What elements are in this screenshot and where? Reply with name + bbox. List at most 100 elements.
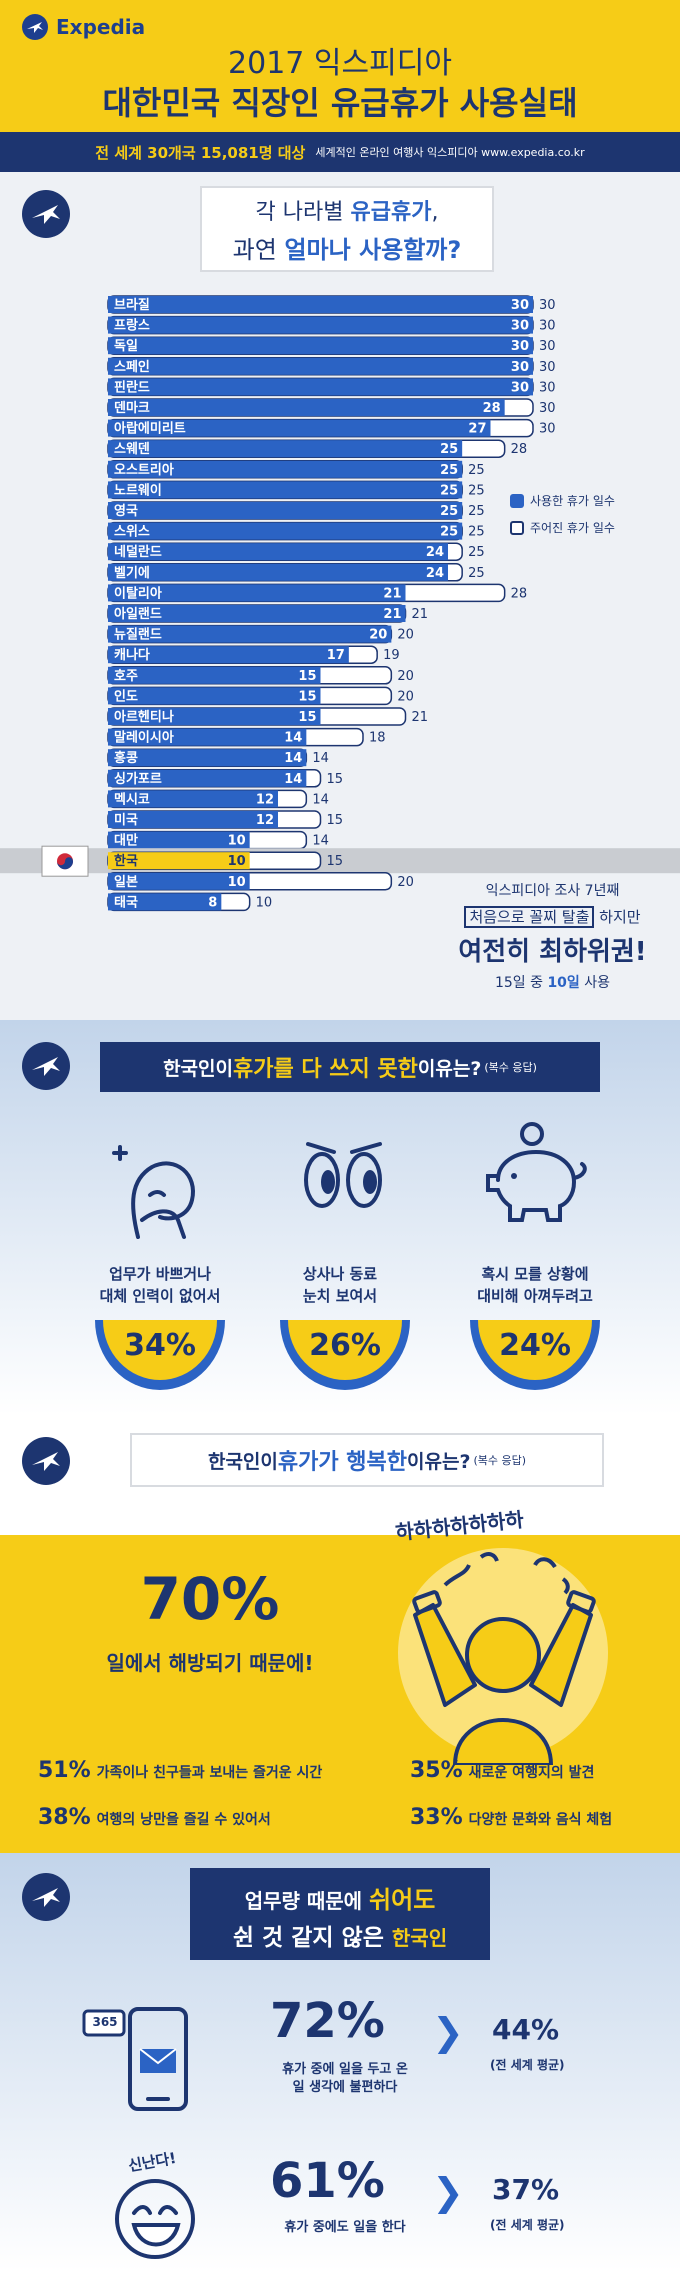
category-label: 프랑스 [114,319,150,334]
category-label: 일본 [114,875,138,890]
used-bar [108,316,533,334]
given-value-label: 30 [539,339,556,354]
korea-note: 익스피디아 조사 7년째 처음으로 꼴찌 탈출 하지만 여전히 최하위권! 15… [430,880,675,992]
question-line2: 과연 얼마나 사용할까? [232,236,462,264]
given-value-label: 30 [539,401,556,416]
header-title-main: 대한민국 직장인 유급휴가 사용실태 [102,84,578,122]
category-label: 아일랜드 [114,606,162,622]
used-bar [108,708,321,725]
used-bar [108,399,505,416]
given-value-label: 21 [412,607,429,622]
survey-source: 세계적인 온라인 여행사 익스피디아 www.expedia.co.kr [315,146,585,159]
used-bar [108,687,321,705]
used-bar [108,296,533,313]
used-value-label: 25 [440,463,458,478]
reason-2-text: 상사나 동료 눈치 보여서 [302,1265,378,1305]
given-value-label: 20 [397,875,414,890]
reason-3-disc [470,1320,600,1390]
category-label: 미국 [114,812,138,828]
note-line1: 익스피디아 조사 7년째 [485,883,620,899]
korea-flag-taeguk-blue [57,857,73,870]
used-bar [108,522,463,540]
given-value-label: 18 [369,731,386,746]
used-value-label: 20 [369,628,387,643]
unused-reason-title: 한국인이 휴가를 다 쓰지 못한 이유는? (복수 응답) [100,1042,600,1092]
given-value-label: 14 [312,834,329,849]
used-value-label: 15 [298,689,316,704]
used-bar [108,584,406,602]
category-label: 네덜란드 [114,544,162,560]
used-bar [108,728,307,746]
used-bar [108,460,463,478]
legend-used: 사용한 휴가 일수 [510,492,615,509]
used-value-label: 12 [256,792,274,807]
given-value-label: 20 [397,689,414,704]
used-bar [108,769,307,787]
phone-icon [82,2007,188,2111]
category-label: 이탈리아 [114,585,162,601]
used-value-label: 25 [440,442,458,457]
happy-reason-title: 한국인이 휴가가 행복한 이유는? (복수 응답) [130,1433,604,1487]
tired-face-icon [112,1145,195,1239]
plane-logo-icon [22,14,48,40]
work-title-box: 업무량 때문에 쉬어도 쉰 것 같지 않은 한국인 [190,1868,490,1960]
expedia-logo: Expedia [22,14,145,40]
given-value-label: 20 [397,628,414,643]
given-value-label: 15 [327,854,344,869]
row2-arrow-icon: ❯ [432,2170,464,2214]
row2-pct: 61% [270,2153,385,2209]
given-value-label: 30 [539,319,556,334]
plane-icon [22,1437,70,1485]
category-label: 아르헨티나 [114,709,174,725]
category-label: 노르웨이 [114,482,162,498]
given-value-label: 25 [468,504,485,519]
used-value-label: 10 [228,875,246,890]
row2-avg-label: (전 세계 평균) [490,2218,565,2232]
used-bar [108,872,250,890]
eyes-icon [304,1142,382,1208]
used-bar [108,357,533,375]
happy-face-icon [115,2179,195,2259]
work-title-line2: 쉰 것 같지 않은 한국인 [232,1925,448,1951]
category-label: 핀란드 [114,379,150,395]
stat-3: 38% 여행의 낭만을 즐길 수 있어서 [38,1805,271,1830]
used-bar [108,543,448,561]
reason-1-text: 업무가 바쁘거나 대체 인력이 없어서 [99,1265,221,1305]
reason-2-pct: 26% [309,1328,381,1363]
given-value-label: 25 [468,566,485,581]
broken-chain-person-icon [398,1548,608,1765]
used-bar [108,852,250,870]
row1-avg-label: (전 세계 평균) [490,2058,565,2072]
row1-arrow-icon: ❯ [432,2010,464,2054]
used-bar [108,625,392,643]
survey-strip: 전 세계 30개국 15,081명 대상 세계적인 온라인 여행사 익스피디아 … [0,132,680,172]
row2-sub: 휴가 중에도 일을 한다 [284,2220,406,2235]
happy-vacation-section: 한국인이 휴가가 행복한 이유는? (복수 응답) 70% 일에서 해방되기 때문… [0,1415,680,1853]
used-value-label: 25 [440,504,458,519]
category-label: 독일 [114,339,138,354]
used-value-label: 15 [298,669,316,684]
given-value-label: 30 [539,298,556,313]
given-value-label: 21 [412,710,429,725]
work-on-vacation-section: 업무량 때문에 쉬어도 쉰 것 같지 않은 한국인 365 72% 휴가 중에 … [0,1853,680,2271]
category-label: 덴마크 [114,400,150,416]
legend-swatch-given [510,520,524,535]
given-value-label: 25 [468,463,485,478]
category-label: 캐나다 [114,647,150,663]
given-value-label: 30 [539,380,556,395]
note-line3: 여전히 최하위권! [458,937,647,967]
reason-2-disc [280,1320,410,1390]
category-label: 멕시코 [114,791,150,807]
given-value-label: 25 [468,545,485,560]
category-label: 호주 [114,669,138,684]
given-value-label: 28 [511,442,528,457]
category-label: 싱가포르 [114,772,162,787]
used-value-label: 27 [468,422,486,437]
plane-icon [22,1873,70,1921]
used-bar [108,563,448,581]
category-label: 스페인 [114,359,150,375]
stat-1: 51% 가족이나 친구들과 보내는 즐거운 시간 [38,1758,323,1783]
legend-swatch-used [510,493,524,508]
category-label: 브라질 [114,297,150,313]
